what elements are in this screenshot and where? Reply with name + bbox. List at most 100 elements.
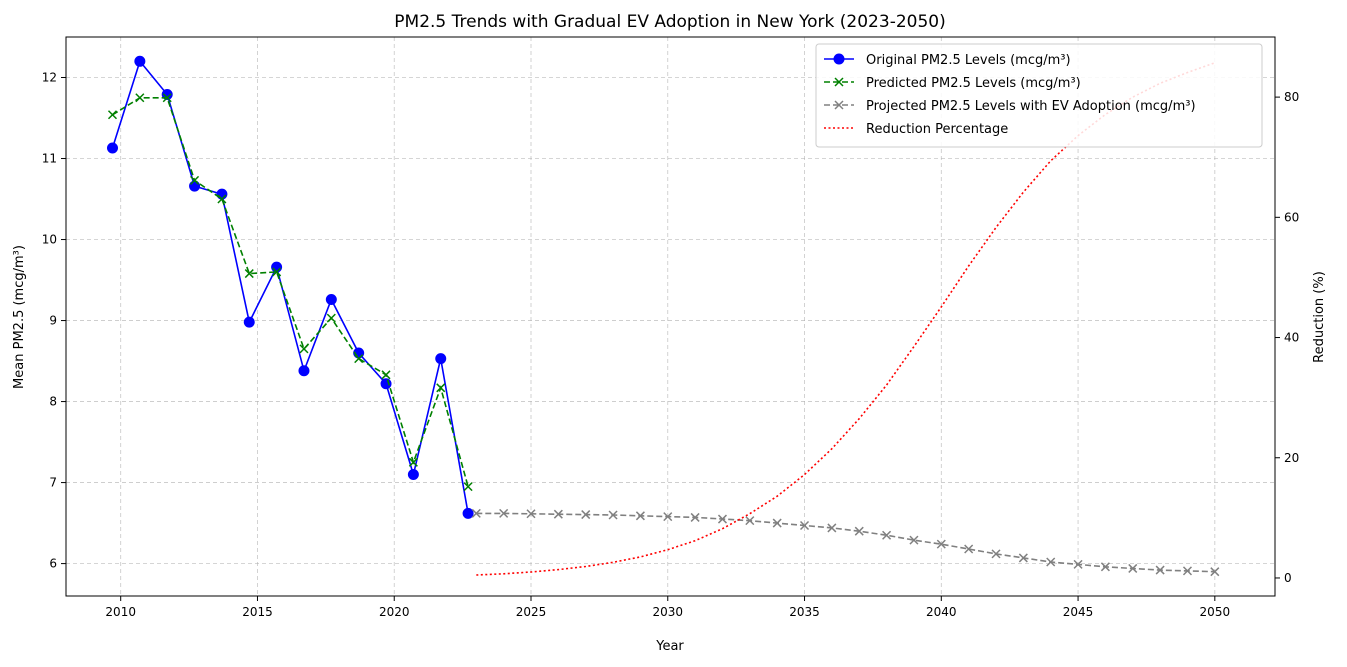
data-point: [272, 267, 282, 277]
legend-item: Projected PM2.5 Levels with EV Adoption …: [824, 99, 1196, 114]
data-point: [244, 269, 254, 279]
data-point: [909, 535, 919, 545]
data-point: [135, 93, 145, 103]
axis-ticks: 2010 2015 2020 2025 2030 2035 2040 2045 20506789…: [42, 71, 1300, 619]
data-point: [882, 530, 892, 540]
grid: [66, 37, 1275, 596]
legend-label: Original PM2.5 Levels (mcg/m³): [866, 53, 1071, 68]
data-point: [1073, 559, 1083, 569]
data-point: [462, 507, 474, 519]
data-point: [326, 313, 336, 323]
data-point: [1100, 562, 1110, 572]
chart-title: PM2.5 Trends with Gradual EV Adoption in…: [394, 12, 945, 32]
y-tick-label: 7: [49, 476, 57, 490]
x-tick-label: 2040: [926, 605, 957, 619]
data-point: [854, 526, 864, 536]
data-point: [745, 516, 755, 526]
data-point: [381, 370, 391, 380]
x-tick-label: 2050: [1200, 605, 1231, 619]
y2-axis-label: Reduction (%): [1312, 271, 1327, 363]
data-point: [1018, 553, 1028, 563]
data-point: [1155, 565, 1165, 575]
data-point: [964, 544, 974, 554]
data-point: [216, 188, 228, 200]
x-tick-label: 2015: [242, 605, 273, 619]
series-2: [107, 93, 473, 492]
data-point: [436, 383, 446, 393]
y-axis-label: Mean PM2.5 (mcg/m³): [12, 245, 27, 389]
data-point: [134, 55, 146, 67]
data-point: [499, 508, 509, 518]
plot-series: [107, 55, 1220, 577]
data-point: [299, 344, 309, 354]
legend-label: Reduction Percentage: [866, 122, 1008, 137]
data-point: [162, 93, 172, 103]
x-tick-label: 2020: [379, 605, 410, 619]
x-tick-label: 2025: [516, 605, 547, 619]
data-point: [408, 457, 418, 467]
data-point: [991, 549, 1001, 559]
legend-label: Projected PM2.5 Levels with EV Adoption …: [866, 99, 1196, 114]
y-tick-label: 8: [49, 395, 57, 409]
data-point: [271, 261, 283, 273]
data-point: [799, 520, 810, 531]
data-point: [463, 482, 473, 492]
data-point: [690, 512, 700, 522]
y2-tick-label: 0: [1284, 571, 1292, 585]
legend-marker: [834, 77, 844, 87]
x-tick-label: 2010: [105, 605, 136, 619]
data-point: [325, 293, 337, 305]
legend-item: Original PM2.5 Levels (mcg/m³): [824, 53, 1071, 68]
legend-box: [815, 43, 1263, 148]
legend-marker: [833, 53, 845, 65]
series-3: [471, 508, 1220, 577]
data-point: [354, 354, 364, 364]
series-line: [112, 97, 469, 487]
data-point: [936, 539, 946, 549]
y-tick-label: 11: [42, 152, 57, 166]
x-tick-label: 2030: [652, 605, 683, 619]
data-point: [772, 518, 782, 528]
data-point: [435, 353, 447, 365]
legend-marker: [834, 100, 844, 110]
data-point: [190, 175, 200, 185]
plot-frame: [65, 36, 1276, 597]
data-point: [608, 510, 618, 520]
legend-item: Predicted PM2.5 Levels (mcg/m³): [824, 76, 1081, 91]
x-tick-label: 2035: [789, 605, 820, 619]
data-point: [663, 512, 673, 522]
data-point: [717, 514, 728, 524]
x-axis-label: Year: [655, 639, 684, 654]
data-point: [243, 316, 255, 328]
y2-tick-label: 60: [1284, 210, 1299, 224]
y2-tick-label: 20: [1284, 451, 1299, 465]
x-tick-label: 2045: [1063, 605, 1094, 619]
data-point: [407, 468, 419, 480]
y-tick-label: 6: [49, 557, 57, 571]
data-point: [635, 511, 645, 521]
data-point: [553, 509, 563, 519]
data-point: [1128, 563, 1138, 573]
data-point: [581, 510, 591, 520]
data-point: [189, 180, 201, 192]
y-tick-label: 12: [42, 71, 57, 85]
data-point: [107, 110, 118, 120]
data-point: [298, 365, 310, 377]
legend-label: Predicted PM2.5 Levels (mcg/m³): [866, 76, 1081, 91]
y-tick-label: 9: [49, 314, 57, 328]
y-tick-label: 10: [42, 233, 57, 247]
data-point: [107, 142, 118, 154]
data-point: [471, 508, 481, 518]
legend-item: Reduction Percentage: [824, 122, 1008, 137]
data-point: [217, 194, 227, 204]
data-point: [1210, 567, 1220, 577]
data-point: [827, 523, 837, 533]
y2-tick-label: 40: [1284, 331, 1299, 345]
data-point: [526, 509, 536, 519]
legend: Original PM2.5 Levels (mcg/m³) Predicted …: [815, 43, 1263, 148]
y2-tick-label: 80: [1284, 90, 1299, 104]
data-point: [1182, 566, 1193, 576]
series-line: [476, 512, 1215, 573]
data-point: [1046, 557, 1056, 567]
